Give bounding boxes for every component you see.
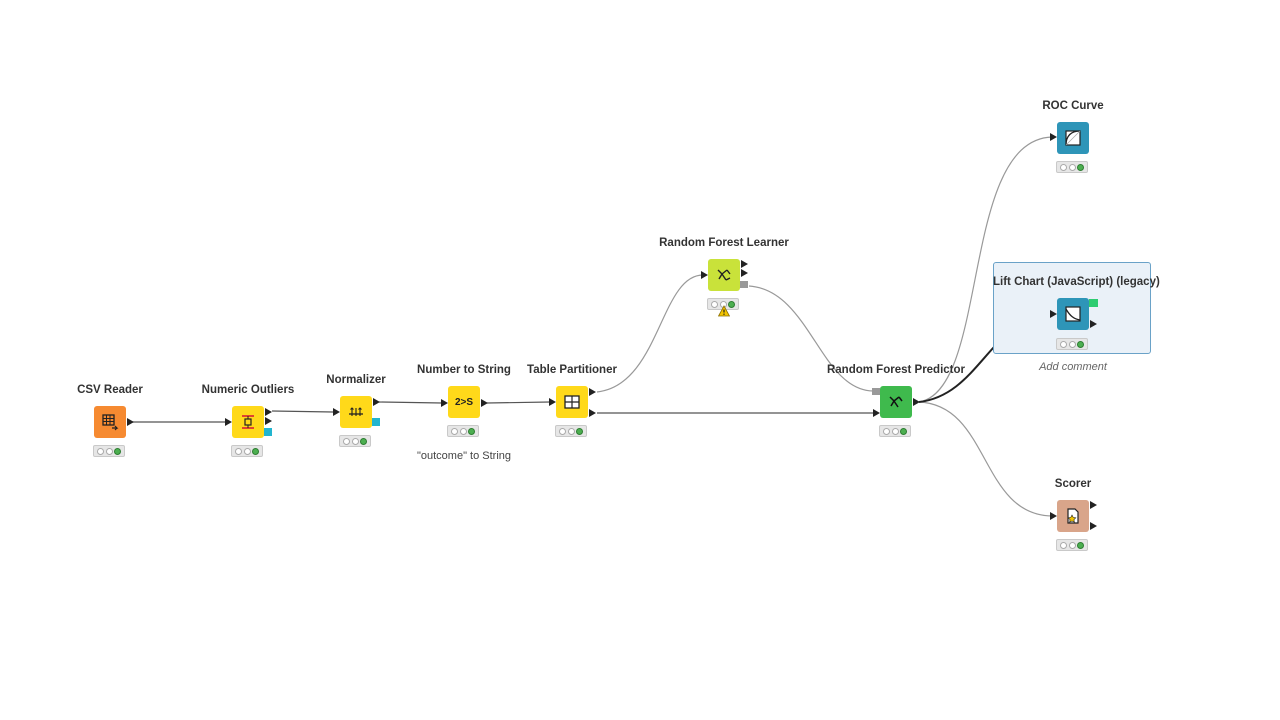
connection-normalizer-numtostring bbox=[378, 401, 443, 404]
output-port[interactable] bbox=[913, 398, 920, 406]
output-port[interactable] bbox=[741, 260, 748, 268]
output-port[interactable] bbox=[265, 417, 272, 425]
input-port[interactable] bbox=[1050, 512, 1057, 520]
node-title: Normalizer bbox=[326, 374, 386, 386]
output-port[interactable] bbox=[481, 399, 488, 407]
node-number-to-string[interactable]: Number to String 2>S "outcome" to String bbox=[384, 364, 544, 462]
warning-icon[interactable] bbox=[718, 305, 730, 317]
output-port[interactable] bbox=[589, 409, 596, 417]
roc-curve-icon[interactable] bbox=[1057, 122, 1089, 154]
csv-reader-icon[interactable] bbox=[94, 406, 126, 438]
node-title: Table Partitioner bbox=[527, 364, 617, 376]
input-port[interactable] bbox=[873, 409, 880, 417]
output-port[interactable] bbox=[127, 418, 134, 426]
output-port[interactable] bbox=[589, 388, 596, 396]
input-port[interactable] bbox=[549, 398, 556, 406]
node-status bbox=[1056, 161, 1088, 173]
node-title: CSV Reader bbox=[77, 384, 143, 396]
partitioner-icon[interactable] bbox=[556, 386, 588, 418]
model-input-port[interactable] bbox=[872, 388, 880, 395]
node-status bbox=[339, 435, 371, 447]
node-title: Lift Chart (JavaScript) (legacy) bbox=[993, 276, 1160, 288]
node-status bbox=[879, 425, 911, 437]
node-normalizer[interactable]: Normalizer bbox=[276, 374, 436, 464]
node-csv-reader[interactable]: CSV Reader bbox=[30, 384, 190, 474]
node-title: Random Forest Predictor bbox=[826, 364, 966, 376]
node-title: ROC Curve bbox=[1042, 100, 1104, 112]
forest-learner-icon[interactable] bbox=[708, 259, 740, 291]
connection-predictor-roc bbox=[918, 136, 1053, 403]
node-status bbox=[447, 425, 479, 437]
node-roc-curve[interactable]: ROC Curve bbox=[993, 100, 1153, 190]
input-port[interactable] bbox=[333, 408, 340, 416]
connection-predictor-scorer bbox=[918, 401, 1053, 517]
forest-predictor-icon[interactable] bbox=[880, 386, 912, 418]
node-title: Random Forest Learner bbox=[659, 237, 789, 249]
connection-numtostring-partitioner bbox=[486, 401, 551, 404]
output-port[interactable] bbox=[741, 269, 748, 277]
node-status bbox=[231, 445, 263, 457]
input-port[interactable] bbox=[441, 399, 448, 407]
connection-partitioner-learner bbox=[596, 274, 704, 393]
output-port[interactable] bbox=[1090, 501, 1097, 509]
scorer-icon[interactable] bbox=[1057, 500, 1089, 532]
add-comment-link[interactable]: Add comment bbox=[1039, 361, 1107, 373]
node-status bbox=[555, 425, 587, 437]
output-port[interactable] bbox=[373, 398, 380, 406]
input-port[interactable] bbox=[701, 271, 708, 279]
pmml-output-port[interactable] bbox=[372, 418, 380, 426]
node-comment: "outcome" to String bbox=[416, 450, 512, 462]
output-port[interactable] bbox=[265, 408, 272, 416]
pmml-output-port[interactable] bbox=[264, 428, 272, 436]
normalizer-icon[interactable] bbox=[340, 396, 372, 428]
node-random-forest-predictor[interactable]: Random Forest Predictor bbox=[816, 364, 976, 454]
input-port[interactable] bbox=[1050, 310, 1057, 318]
node-status bbox=[1056, 338, 1088, 350]
input-port[interactable] bbox=[225, 418, 232, 426]
node-title: Scorer bbox=[1054, 478, 1092, 490]
node-scorer[interactable]: Scorer bbox=[993, 478, 1153, 568]
number-to-string-icon[interactable]: 2>S bbox=[448, 386, 480, 418]
node-table-partitioner[interactable]: Table Partitioner bbox=[492, 364, 652, 454]
node-lift-chart[interactable]: Lift Chart (JavaScript) (legacy) bbox=[993, 276, 1160, 366]
output-port[interactable] bbox=[1090, 522, 1097, 530]
node-status bbox=[1056, 539, 1088, 551]
view-output-port[interactable] bbox=[1089, 299, 1098, 307]
input-port[interactable] bbox=[1050, 133, 1057, 141]
model-output-port[interactable] bbox=[740, 281, 748, 288]
connection-outliers-normalizer bbox=[271, 410, 334, 413]
node-title: Number to String bbox=[417, 364, 511, 376]
node-status bbox=[93, 445, 125, 457]
node-title: Numeric Outliers bbox=[201, 384, 295, 396]
connection-learner-predictor bbox=[748, 285, 874, 392]
node-numeric-outliers[interactable]: Numeric Outliers bbox=[168, 384, 328, 474]
output-port[interactable] bbox=[1090, 320, 1097, 328]
lift-chart-icon[interactable] bbox=[1057, 298, 1089, 330]
outliers-icon[interactable] bbox=[232, 406, 264, 438]
